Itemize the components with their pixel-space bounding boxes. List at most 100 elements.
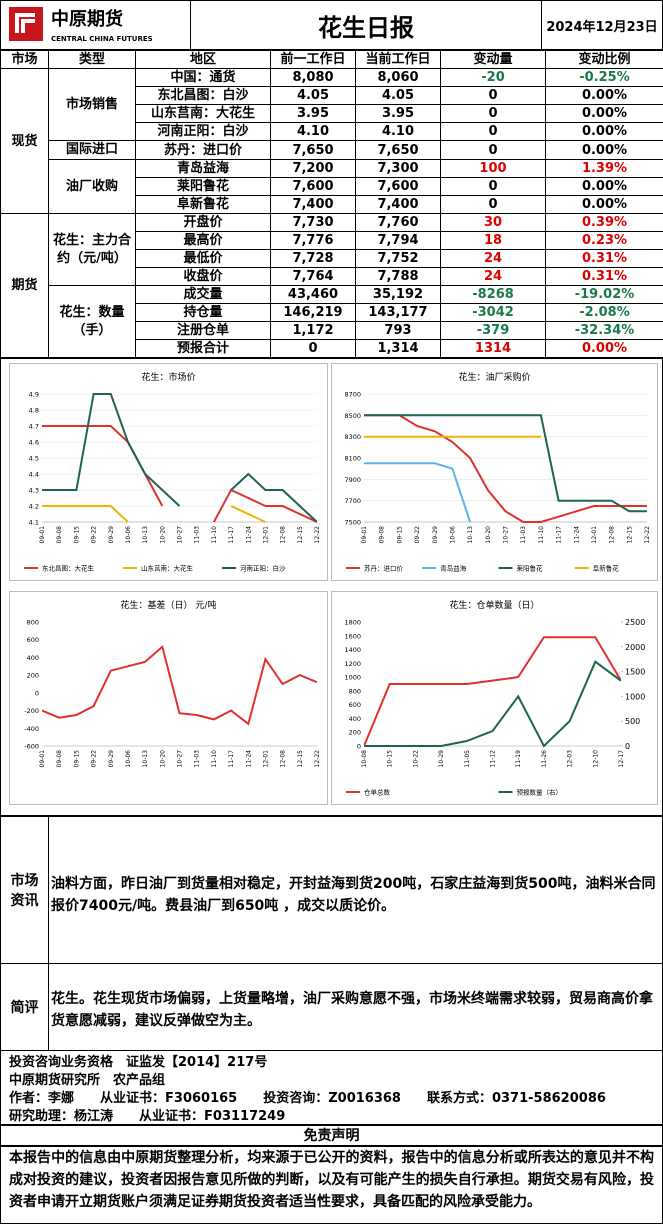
x-tick-label: 12-10 [592, 750, 599, 768]
column-header: 类型 [48, 50, 136, 69]
y-tick-label: 7900 [344, 476, 361, 484]
value-cell: 0.23% [545, 231, 663, 250]
y2-tick-label: 0 [625, 742, 630, 751]
y-tick-label: 800 [27, 619, 39, 627]
line-series [364, 636, 621, 747]
type-cell: 花生：数量（手） [48, 285, 136, 358]
value-cell: 0 [270, 339, 356, 358]
section-text: 油料方面，昨日油厂到货量相对稳定，开封益海到货200吨，石家庄益海到货500吨，… [51, 876, 656, 914]
type-cell: 油厂收购 [48, 159, 136, 214]
y-tick-label: 200 [349, 729, 361, 737]
table-row: 油厂收购 青岛益海 7,200 7,300 100 1.39% [1, 159, 663, 214]
chart-panel: 花生：油厂采购价 7500 7700 7900 8100 8300 8500 8700 09-0… [331, 363, 658, 581]
x-tick-label: 09-01 [39, 526, 46, 544]
chart-panel: 花生：仓单数量（日） 0 200 400 600 800 1000 1200 1400 1600 1… [331, 591, 658, 805]
logo-cn: 中原期货 [51, 8, 123, 30]
footer-text: 研究助理：杨江涛 [9, 1109, 114, 1124]
chart-title: 花生：基差（日） 元/吨 [121, 599, 217, 611]
x-tick-label: 12-15 [626, 526, 633, 544]
x-tick-label: 10-29 [438, 750, 445, 768]
table-row: 花生：数量（手） 成交量 43,460 35,192 -8268 -19.02% [1, 285, 663, 358]
value-cell: 8,080 [270, 68, 356, 87]
value-cell: 4.05 [355, 86, 441, 105]
x-tick-label: 12-15 [297, 750, 304, 768]
comment: 简评 花生。花生现货市场偏弱，上货量略增，油厂采购意愿不强，市场米终端需求较弱，… [0, 963, 663, 1051]
table-body: 现货 市场销售 中国：通货 8,080 8,060 -20 -0.25% 东北昌图：白沙 4.0… [0, 68, 663, 358]
table-row: 阜新鲁花 7,400 7,400 0 0.00% [1, 195, 663, 214]
table-row: 现货 市场销售 中国：通货 8,080 8,060 -20 -0.25% [0, 68, 663, 214]
value-cell: 1.39% [545, 159, 663, 178]
value-cell: 18 [440, 231, 546, 250]
x-tick-label: 10-22 [412, 750, 419, 768]
disclaimer-text: 本报告中的信息由中原期货整理分析，均来源于已公开的资料，报告中的信息分析或所表达… [0, 1146, 663, 1224]
market-cell: 现货 [0, 68, 49, 214]
y-tick-label: 4.1 [29, 519, 39, 527]
x-tick-label: 11-10 [211, 750, 218, 768]
legend-label: 苏丹：进口价 [364, 564, 404, 573]
value-cell: 3.95 [355, 104, 441, 123]
logo-box [9, 7, 43, 41]
y-tick-label: 4.7 [29, 423, 39, 431]
y2-tick-label: 1000 [625, 692, 645, 701]
legend-label: 预报数量（右） [517, 788, 563, 797]
value-cell: 0 [440, 104, 546, 123]
chart-title: 花生：油厂采购价 [458, 371, 530, 383]
legend-label: 莱阳鲁花 [517, 564, 544, 573]
value-cell: 43,460 [270, 285, 356, 304]
line-series [42, 505, 266, 523]
chart-title: 花生：仓单数量（日） [449, 599, 539, 611]
x-tick-label: 09-08 [56, 750, 63, 768]
legend-label: 山东莒南：大花生 [141, 564, 194, 573]
x-tick-label: 12-01 [262, 526, 269, 544]
y-tick-label: 4.2 [29, 503, 39, 511]
footer: 投资咨询业务资格 证监发【2014】217号 中原期货研究所 农产品组 作者：李娜从… [0, 1050, 663, 1125]
region-cell: 阜新鲁花 [135, 195, 271, 214]
table-row: 国际进口 苏丹：进口价 7,650 7,650 0 0.00% [1, 140, 663, 160]
value-cell: 0 [440, 140, 546, 160]
x-tick-label: 09-01 [361, 526, 368, 544]
type-cell: 国际进口 [48, 140, 136, 160]
legend-label: 东北昌图：大花生 [42, 564, 95, 573]
value-cell: 7,400 [355, 195, 441, 214]
x-tick-label: 11-24 [245, 750, 252, 768]
value-cell: 0.00% [545, 195, 663, 214]
title: 花生日报 [318, 13, 414, 42]
value-cell: 7,794 [355, 231, 441, 250]
y-tick-label: 4.4 [29, 471, 39, 479]
value-cell: 0 [440, 177, 546, 196]
table-row: 注册仓单 1,172 793 -379 -32.34% [1, 321, 663, 340]
region-cell: 青岛益海 [135, 159, 271, 178]
line-series [42, 393, 317, 523]
market-info: 市场资讯 油料方面，昨日油厂到货量相对稳定，开封益海到货200吨，石家庄益海到货… [0, 816, 663, 964]
x-tick-label: 11-17 [228, 526, 235, 544]
x-tick-label: 10-27 [177, 750, 184, 768]
x-tick-label: 10-13 [142, 750, 149, 768]
x-tick-label: 12-01 [591, 526, 598, 544]
value-cell: 146,219 [270, 303, 356, 322]
table-row: 预报合计 0 1,314 1314 0.00% [1, 339, 663, 358]
line-series [364, 414, 647, 513]
x-tick-label: 09-15 [396, 526, 403, 544]
value-cell: 0.31% [545, 267, 663, 286]
x-tick-label: 12-15 [297, 526, 304, 544]
region-cell: 开盘价 [135, 213, 271, 232]
value-cell: 7,728 [270, 249, 356, 268]
x-tick-label: 10-15 [387, 750, 394, 768]
value-cell: 0.31% [545, 249, 663, 268]
x-tick-label: 11-17 [228, 750, 235, 768]
logo-en: CENTRAL CHINA FUTURES [51, 35, 153, 43]
chart-panel: 花生：市场价 4.1 4.2 4.3 4.4 4.5 4.6 4.7 4.8 4.9 09-01 09… [9, 363, 328, 581]
footer-text: 从业证书：F03117249 [139, 1109, 286, 1124]
column-header: 前一工作日 [270, 50, 356, 69]
column-header: 当前工作日 [355, 50, 441, 69]
x-tick-label: 10-27 [177, 526, 184, 544]
region-cell: 苏丹：进口价 [135, 140, 271, 160]
x-tick-label: 12-03 [567, 750, 574, 768]
y-tick-label: 1600 [344, 632, 361, 640]
y-tick-label: 8100 [344, 455, 361, 463]
value-cell: 143,177 [355, 303, 441, 322]
logo-symbol [15, 13, 35, 33]
x-tick-label: 10-27 [503, 526, 510, 544]
value-cell: 24 [440, 249, 546, 268]
